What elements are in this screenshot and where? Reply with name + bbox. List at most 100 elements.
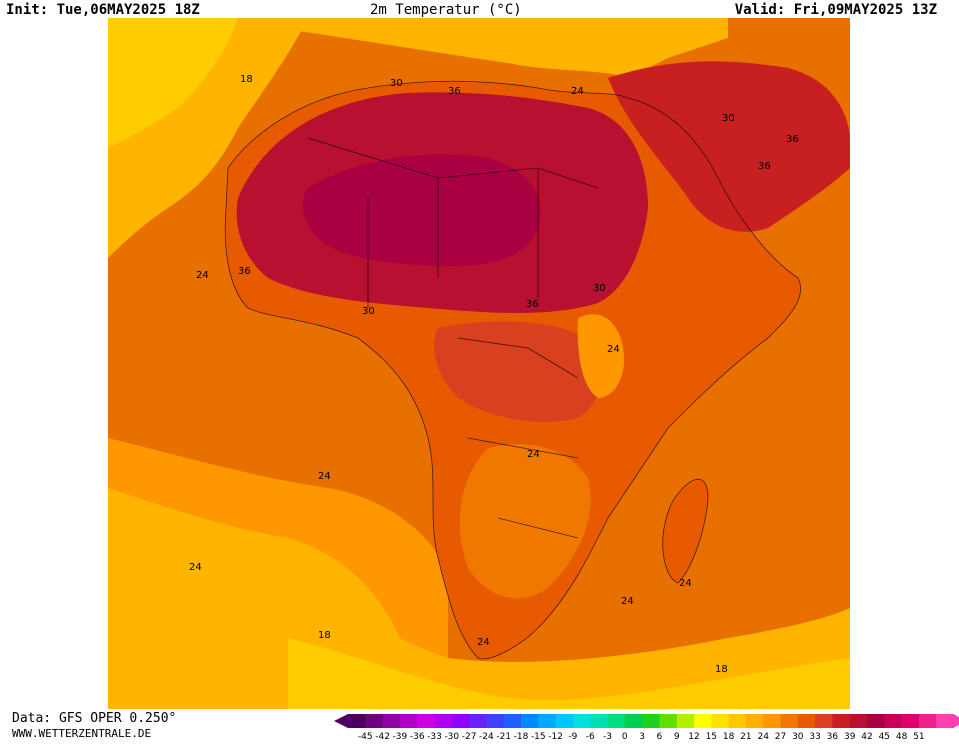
legend-swatch [936, 714, 954, 728]
legend-tick-label: -36 [410, 732, 425, 741]
isotherm-label: 36 [526, 299, 539, 310]
legend-swatch [538, 714, 556, 728]
isotherm-label: 24 [679, 578, 692, 589]
legend-swatch [867, 714, 885, 728]
isotherm-label: 24 [318, 471, 331, 482]
isotherm-label: 18 [318, 630, 331, 641]
legend-tick-label: 9 [674, 732, 680, 741]
data-source-label: Data: GFS OPER 0.250° [12, 711, 176, 726]
legend-swatch [798, 714, 816, 728]
legend-tick-label: -21 [496, 732, 511, 741]
isotherm-label: 24 [607, 344, 620, 355]
legend-tick-label: -3 [603, 732, 612, 741]
legend-tick-label: -33 [427, 732, 442, 741]
valid-time-label: Valid: Fri,09MAY2025 13Z [735, 2, 937, 18]
legend-swatch [365, 714, 383, 728]
legend-swatch [521, 714, 539, 728]
legend-tick-label: -6 [586, 732, 595, 741]
legend-swatch [469, 714, 487, 728]
legend-tick-label: 39 [844, 732, 856, 741]
isotherm-label: 24 [477, 637, 490, 648]
legend-tick-label: 21 [740, 732, 751, 741]
legend-swatch [815, 714, 833, 728]
map-title: 2m Temperatur (°C) [370, 2, 522, 18]
isotherm-label: 24 [621, 596, 634, 607]
isotherm-label: 24 [189, 562, 202, 573]
legend-tick-label: 12 [688, 732, 699, 741]
isotherm-label: 24 [196, 270, 209, 281]
legend-tick-label: -15 [531, 732, 546, 741]
color-legend: -45-42-39-36-33-30-27-24-21-18-15-12-9-6… [332, 712, 959, 741]
legend-swatch [400, 714, 418, 728]
temperature-map: 18 30 36 24 30 36 36 24 36 30 36 30 24 24 24 24 24 24 18 24… [108, 18, 850, 709]
legend-swatch [763, 714, 781, 728]
isotherm-label: 36 [448, 86, 461, 97]
legend-left-arrow [334, 714, 348, 728]
legend-swatch [919, 714, 937, 728]
legend-swatch [348, 714, 366, 728]
legend-tick-label: 24 [757, 732, 769, 741]
legend-swatch [781, 714, 799, 728]
legend-tick-label: 15 [706, 732, 717, 741]
isotherm-label: 24 [527, 449, 540, 460]
isotherm-label: 18 [715, 664, 728, 675]
site-url-label: WWW.WETTERZENTRALE.DE [12, 727, 151, 740]
isotherm-label: 30 [593, 283, 606, 294]
isotherm-label: 30 [390, 78, 403, 89]
legend-tick-label: -24 [479, 732, 494, 741]
legend-swatch [902, 714, 920, 728]
legend-tick-label: 30 [792, 732, 804, 741]
isotherm-label: 36 [238, 266, 251, 277]
isotherm-label: 36 [758, 161, 771, 172]
legend-swatch [746, 714, 764, 728]
legend-swatch [642, 714, 660, 728]
legend-swatch [659, 714, 677, 728]
legend-swatch [832, 714, 850, 728]
init-time-label: Init: Tue,06MAY2025 18Z [6, 2, 200, 18]
legend-swatch [486, 714, 504, 728]
legend-tick-label: -9 [568, 732, 577, 741]
legend-tick-label: 36 [827, 732, 839, 741]
temperature-map-canvas: 18 30 36 24 30 36 36 24 36 30 36 30 24 24 24 24 24 24 18 24… [108, 18, 850, 709]
legend-swatch [729, 714, 747, 728]
legend-tick-label: -45 [358, 732, 373, 741]
isotherm-label: 30 [362, 306, 375, 317]
legend-swatch [694, 714, 712, 728]
isotherm-label: 36 [786, 134, 799, 145]
legend-tick-label: -18 [514, 732, 529, 741]
legend-tick-label: 6 [657, 732, 663, 741]
color-legend-bar: -45-42-39-36-33-30-27-24-21-18-15-12-9-6… [332, 712, 959, 741]
isotherm-label: 24 [571, 86, 584, 97]
legend-swatch [677, 714, 695, 728]
legend-tick-label: -27 [462, 732, 477, 741]
legend-swatch [573, 714, 591, 728]
legend-swatch [556, 714, 574, 728]
legend-tick-label: -12 [548, 732, 563, 741]
legend-swatch [850, 714, 868, 728]
legend-swatch [711, 714, 729, 728]
legend-tick-label: 42 [861, 732, 872, 741]
legend-swatch [884, 714, 902, 728]
legend-swatch [417, 714, 435, 728]
legend-tick-label: -39 [393, 732, 408, 741]
legend-tick-label: 33 [809, 732, 820, 741]
legend-swatch [452, 714, 470, 728]
isotherm-label: 30 [722, 113, 735, 124]
legend-tick-label: 48 [896, 732, 908, 741]
legend-swatch [435, 714, 453, 728]
legend-swatch [383, 714, 401, 728]
legend-swatch [590, 714, 608, 728]
legend-tick-label: 3 [639, 732, 645, 741]
legend-tick-label: 27 [775, 732, 786, 741]
legend-swatch [504, 714, 522, 728]
legend-tick-label: 51 [913, 732, 924, 741]
legend-tick-label: -30 [444, 732, 459, 741]
legend-swatch [625, 714, 643, 728]
legend-tick-label: 45 [879, 732, 890, 741]
legend-tick-label: -42 [375, 732, 390, 741]
isotherm-label: 18 [240, 74, 253, 85]
legend-right-arrow [954, 714, 959, 728]
legend-tick-label: 18 [723, 732, 735, 741]
legend-tick-label: 0 [622, 732, 628, 741]
legend-swatch [608, 714, 626, 728]
